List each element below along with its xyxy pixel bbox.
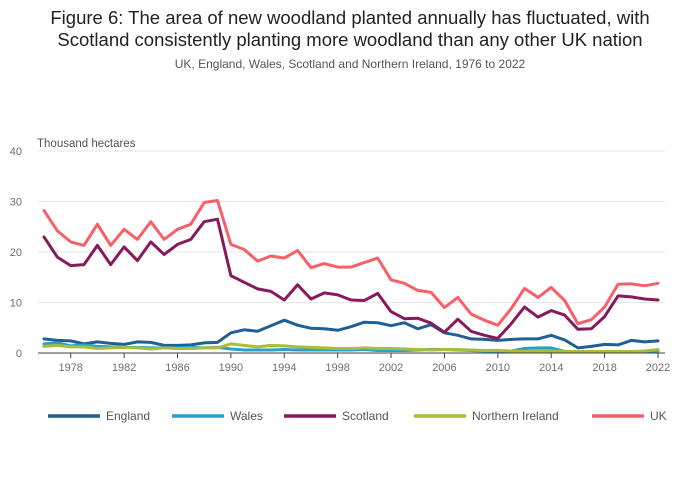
chart-title-line-1: Figure 6: The area of new woodland plant… [50, 7, 650, 28]
series-line-england [42, 318, 660, 350]
chart-subtitle: UK, England, Wales, Scotland and Norther… [174, 57, 526, 71]
legend-label: UK [650, 409, 667, 423]
legend-label: England [106, 409, 150, 423]
chart-title: Figure 6: The area of new woodland plant… [0, 7, 700, 51]
x-tick-label: 1990 [219, 362, 243, 374]
x-tick-label: 1998 [325, 362, 349, 374]
legend-item-northern-ireland[interactable]: Northern Ireland [414, 409, 559, 423]
x-tick-label: 2002 [379, 362, 403, 374]
legend-item-scotland[interactable]: Scotland [284, 409, 389, 423]
y-tick-label: 30 [10, 197, 22, 209]
x-tick-label: 2014 [539, 362, 563, 374]
y-tick-label: 40 [10, 146, 22, 158]
legend-label: Scotland [342, 409, 389, 423]
x-tick-label: 1982 [112, 362, 136, 374]
x-tick-label: 2018 [592, 362, 616, 374]
chart-title-line-2: Scotland consistently planting more wood… [57, 29, 643, 50]
x-tick-label: 1994 [272, 362, 296, 374]
legend-label: Northern Ireland [472, 409, 559, 423]
gridlines [38, 150, 665, 303]
y-tick-label: 0 [16, 348, 22, 360]
y-tick-label: 20 [10, 247, 22, 259]
legend-item-england[interactable]: England [48, 409, 150, 423]
legend-item-uk[interactable]: UK [592, 409, 667, 423]
series-line-northern-ireland [42, 342, 660, 353]
x-tick-label: 1986 [165, 362, 189, 374]
legend-label: Wales [230, 409, 263, 423]
legend-item-wales[interactable]: Wales [172, 409, 263, 423]
x-tick-label: 2010 [486, 362, 510, 374]
y-axis-label: Thousand hectares [37, 138, 136, 150]
x-tick-label: 1978 [58, 362, 82, 374]
x-tick-label: 2022 [646, 362, 670, 374]
axes: 0 10 20 30 40 1978 1982 1986 1990 1994 1998 2002 200… [10, 146, 670, 374]
series-line-scotland [42, 217, 660, 340]
x-tick-label: 2006 [432, 362, 456, 374]
y-tick-label: 10 [10, 298, 22, 310]
legend: England Wales Scotland Northern Ireland UK [48, 409, 667, 423]
series-lines [42, 199, 660, 353]
series-line-uk [42, 199, 660, 327]
